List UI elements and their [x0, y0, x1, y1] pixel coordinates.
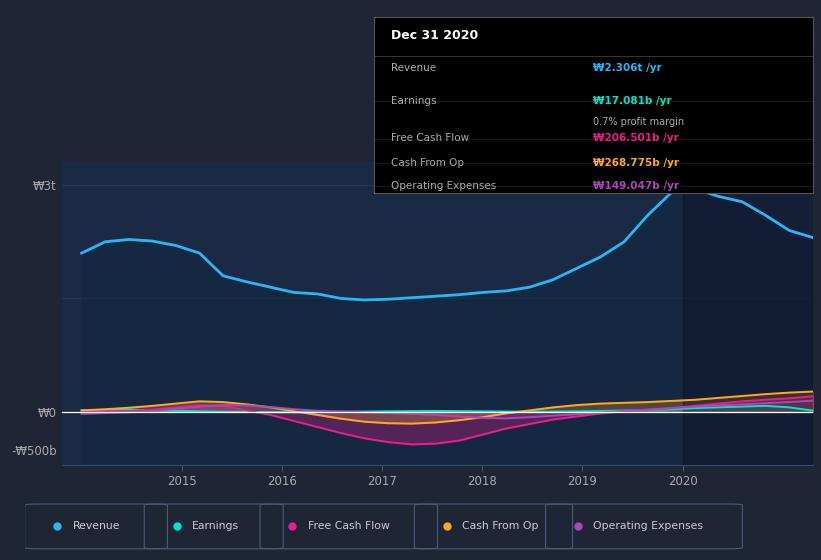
Text: ₩268.775b /yr: ₩268.775b /yr [594, 158, 679, 168]
Text: Operating Expenses: Operating Expenses [391, 181, 497, 191]
Text: Free Cash Flow: Free Cash Flow [391, 133, 470, 143]
Text: ₩2.306t /yr: ₩2.306t /yr [594, 63, 662, 73]
Text: Revenue: Revenue [391, 63, 436, 73]
Text: Cash From Op: Cash From Op [391, 158, 464, 168]
Text: ₩17.081b /yr: ₩17.081b /yr [594, 96, 672, 106]
Text: Dec 31 2020: Dec 31 2020 [391, 29, 479, 42]
Text: Cash From Op: Cash From Op [462, 521, 539, 531]
Text: ₩206.501b /yr: ₩206.501b /yr [594, 133, 679, 143]
Text: Earnings: Earnings [192, 521, 239, 531]
Text: Operating Expenses: Operating Expenses [594, 521, 704, 531]
Text: Revenue: Revenue [72, 521, 120, 531]
Text: ₩149.047b /yr: ₩149.047b /yr [594, 181, 679, 191]
Text: 0.7% profit margin: 0.7% profit margin [594, 118, 684, 127]
Text: Free Cash Flow: Free Cash Flow [308, 521, 390, 531]
Text: Earnings: Earnings [391, 96, 437, 106]
Bar [682, 162, 821, 465]
